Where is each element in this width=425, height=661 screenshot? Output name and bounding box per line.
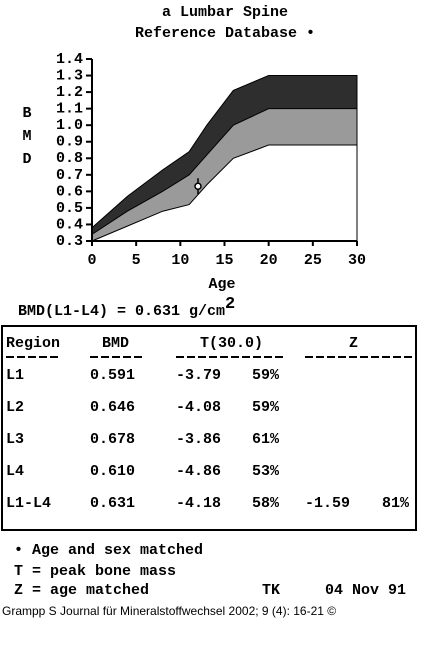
y-tick-label: 1.1: [56, 101, 83, 118]
table-cell: 59%: [252, 399, 280, 416]
header-cell: T(30.0): [200, 335, 263, 352]
table-cell: 53%: [252, 463, 280, 480]
x-tick-label: 5: [132, 252, 141, 269]
y-tick-label: 0.8: [56, 150, 83, 167]
header-cell: Region: [6, 335, 60, 352]
header-cell: BMD: [102, 335, 129, 352]
y-tick-label: 0.5: [56, 200, 83, 217]
table-cell: 0.631: [90, 495, 135, 512]
x-axis-label: Age: [208, 276, 235, 293]
caption: Grampp S Journal für Mineralstoffwechsel…: [2, 604, 336, 618]
x-tick-label: 20: [260, 252, 278, 269]
table-cell: -4.86: [176, 463, 221, 480]
y-tick-label: 1.2: [56, 84, 83, 101]
y-axis-label: BMD: [19, 105, 36, 174]
chart-subtitle: Reference Database •: [135, 25, 315, 42]
note: • Age and sex matched: [14, 542, 203, 559]
chart-title: a Lumbar Spine: [162, 4, 288, 21]
x-tick-label: 30: [348, 252, 366, 269]
table-cell: 0.678: [90, 431, 135, 448]
y-tick-label: 1.0: [56, 117, 83, 134]
note: T = peak bone mass: [14, 563, 176, 580]
operator: TK: [262, 582, 280, 599]
y-tick-label: 0.3: [56, 233, 83, 250]
summary-sup: 2: [225, 295, 235, 314]
x-tick-label: 15: [215, 252, 233, 269]
y-tick-label: 1.4: [56, 51, 83, 68]
table-cell: L1-L4: [6, 495, 51, 512]
y-tick-label: 0.6: [56, 183, 83, 200]
table-cell: 0.591: [90, 367, 135, 384]
x-tick-label: 10: [171, 252, 189, 269]
y-tick-label: 0.9: [56, 134, 83, 151]
x-tick-label: 25: [304, 252, 322, 269]
table-cell: L4: [6, 463, 24, 480]
band-area: [91, 144, 358, 242]
table-cell: -4.08: [176, 399, 221, 416]
table-cell: -3.86: [176, 431, 221, 448]
table-cell: L1: [6, 367, 24, 384]
table-cell: 61%: [252, 431, 280, 448]
table-cell: 0.610: [90, 463, 135, 480]
patient-point: [194, 182, 202, 190]
y-tick-label: 0.4: [56, 216, 83, 233]
table-cell: L2: [6, 399, 24, 416]
x-tick-label: 0: [87, 252, 96, 269]
note: Z = age matched: [14, 582, 149, 599]
table-cell: 59%: [252, 367, 280, 384]
table-cell: -1.59: [305, 495, 350, 512]
y-tick-label: 0.7: [56, 167, 83, 184]
table-frame: [1, 325, 417, 531]
table-cell: -3.79: [176, 367, 221, 384]
table-cell: 0.646: [90, 399, 135, 416]
table-cell: -4.18: [176, 495, 221, 512]
date: 04 Nov 91: [325, 582, 406, 599]
table-cell: 81%: [382, 495, 410, 512]
table-cell: L3: [6, 431, 24, 448]
y-tick-label: 1.3: [56, 68, 83, 85]
bmd-summary: BMD(L1-L4) = 0.631 g/cm2: [18, 295, 235, 319]
header-cell: Z: [349, 335, 358, 352]
summary-text: BMD(L1-L4) = 0.631 g/cm: [18, 303, 225, 320]
table-cell: 58%: [252, 495, 280, 512]
